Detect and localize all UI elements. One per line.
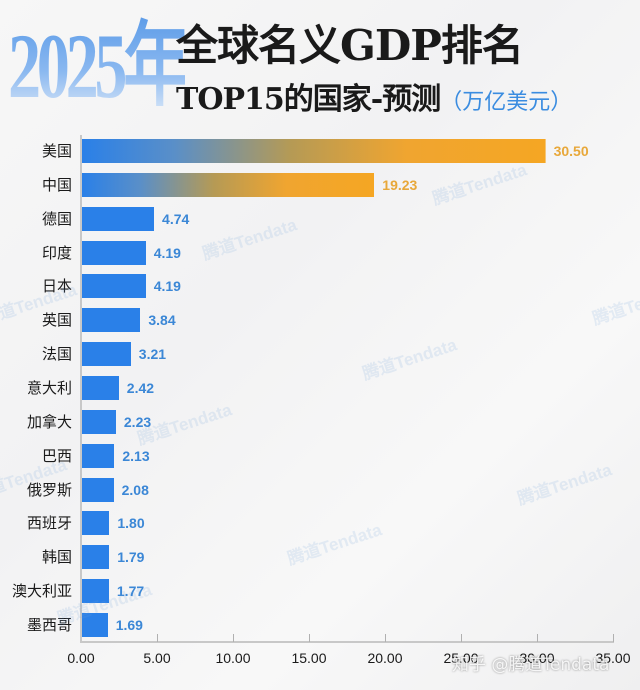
value-label: 1.69 <box>115 617 143 633</box>
value-label: 2.13 <box>122 448 150 464</box>
subtitle-text: TOP15的国家-预测 <box>176 82 441 117</box>
x-axis-tick <box>385 634 386 642</box>
x-axis-tick <box>157 634 158 642</box>
y-axis-line <box>80 135 82 643</box>
x-axis-line <box>80 641 614 643</box>
bar-row: 澳大利亚 1.77 <box>0 579 640 603</box>
x-axis-tick <box>233 634 234 642</box>
unit-label: （万亿美元） <box>440 90 573 115</box>
bar-row: 俄罗斯 2.08 <box>0 478 640 502</box>
value-label: 3.84 <box>148 312 176 328</box>
gdp-bar <box>82 173 375 197</box>
x-tick-label: 30.00 <box>519 650 555 666</box>
country-label: 加拿大 <box>26 413 72 431</box>
value-label: 2.08 <box>121 482 149 498</box>
bar-row: 加拿大 2.23 <box>0 410 640 434</box>
bar-row: 英国 3.84 <box>0 308 640 332</box>
value-label: 4.74 <box>162 211 190 227</box>
country-label: 巴西 <box>41 447 72 465</box>
gdp-bar <box>82 207 155 231</box>
x-tick-label: 0.00 <box>67 650 95 666</box>
x-tick-label: 10.00 <box>215 650 251 666</box>
year-heading: 2025年 <box>8 15 189 117</box>
x-axis-tick <box>537 634 538 642</box>
country-label: 德国 <box>41 210 72 228</box>
gdp-bar <box>82 410 116 434</box>
value-label: 3.21 <box>138 346 167 362</box>
value-label: 1.80 <box>117 515 145 531</box>
country-label: 英国 <box>41 311 72 329</box>
gdp-bar <box>82 511 110 535</box>
value-label: 30.50 <box>553 143 589 159</box>
gdp-bar <box>82 274 146 298</box>
country-label: 意大利 <box>26 379 72 397</box>
x-tick-label: 35.00 <box>595 650 631 666</box>
bar-row: 意大利 2.42 <box>0 376 640 400</box>
bar-row: 法国 3.21 <box>0 342 640 366</box>
bar-row: 墨西哥 1.69 <box>0 613 640 637</box>
gdp-bar <box>82 308 141 332</box>
gdp-bar <box>82 613 108 637</box>
source-credit: 知乎 @腾道Tendata <box>452 655 610 675</box>
bar-row: 日本 4.19 <box>0 274 640 298</box>
bar-row: 中国 19.23 <box>0 173 640 197</box>
bar-row: 韩国 1.79 <box>0 545 640 569</box>
country-label: 西班牙 <box>26 514 72 532</box>
x-axis-tick <box>461 634 462 642</box>
chart-subtitle: TOP15的国家-预测（万亿美元） <box>176 80 572 123</box>
value-label: 4.19 <box>153 278 181 294</box>
value-label: 1.77 <box>116 583 145 599</box>
country-label: 墨西哥 <box>26 616 72 634</box>
gdp-bar <box>82 545 110 569</box>
country-label: 韩国 <box>41 548 72 566</box>
x-tick-label: 25.00 <box>443 650 479 666</box>
bar-row: 美国 30.50 <box>0 139 640 163</box>
country-label: 印度 <box>41 244 72 262</box>
value-label: 1.79 <box>117 549 145 565</box>
value-label: 4.19 <box>153 245 181 261</box>
gdp-bar <box>82 444 115 468</box>
country-label: 日本 <box>41 277 72 295</box>
x-tick-label: 5.00 <box>143 650 171 666</box>
gdp-bar <box>82 478 114 502</box>
gdp-bar <box>82 342 131 366</box>
gdp-bar <box>82 241 146 265</box>
x-tick-label: 20.00 <box>367 650 403 666</box>
country-label: 美国 <box>41 142 72 160</box>
country-label: 法国 <box>41 345 72 363</box>
value-label: 19.23 <box>382 177 418 193</box>
bar-chart: 美国 30.50 中国 19.23 德国 4.74 印度 4.19 日本 4.19 英国 3.84 法国… <box>0 130 640 690</box>
chart-title: 全球名义GDP排名 <box>176 21 524 70</box>
gdp-bar <box>82 139 546 163</box>
value-label: 2.42 <box>126 380 155 396</box>
x-axis-tick <box>309 634 310 642</box>
x-tick-label: 15.00 <box>291 650 327 666</box>
x-axis-tick <box>613 634 614 642</box>
gdp-bar <box>82 376 119 400</box>
bar-row: 印度 4.19 <box>0 241 640 265</box>
country-label: 澳大利亚 <box>11 582 72 600</box>
country-label: 中国 <box>41 176 72 194</box>
bar-row: 德国 4.74 <box>0 207 640 231</box>
bar-row: 巴西 2.13 <box>0 444 640 468</box>
value-label: 2.23 <box>123 414 152 430</box>
bar-row: 西班牙 1.80 <box>0 511 640 535</box>
gdp-bar <box>82 579 109 603</box>
chart-header: 2025年 全球名义GDP排名 TOP15的国家-预测（万亿美元） <box>0 0 640 130</box>
country-label: 俄罗斯 <box>26 481 72 499</box>
